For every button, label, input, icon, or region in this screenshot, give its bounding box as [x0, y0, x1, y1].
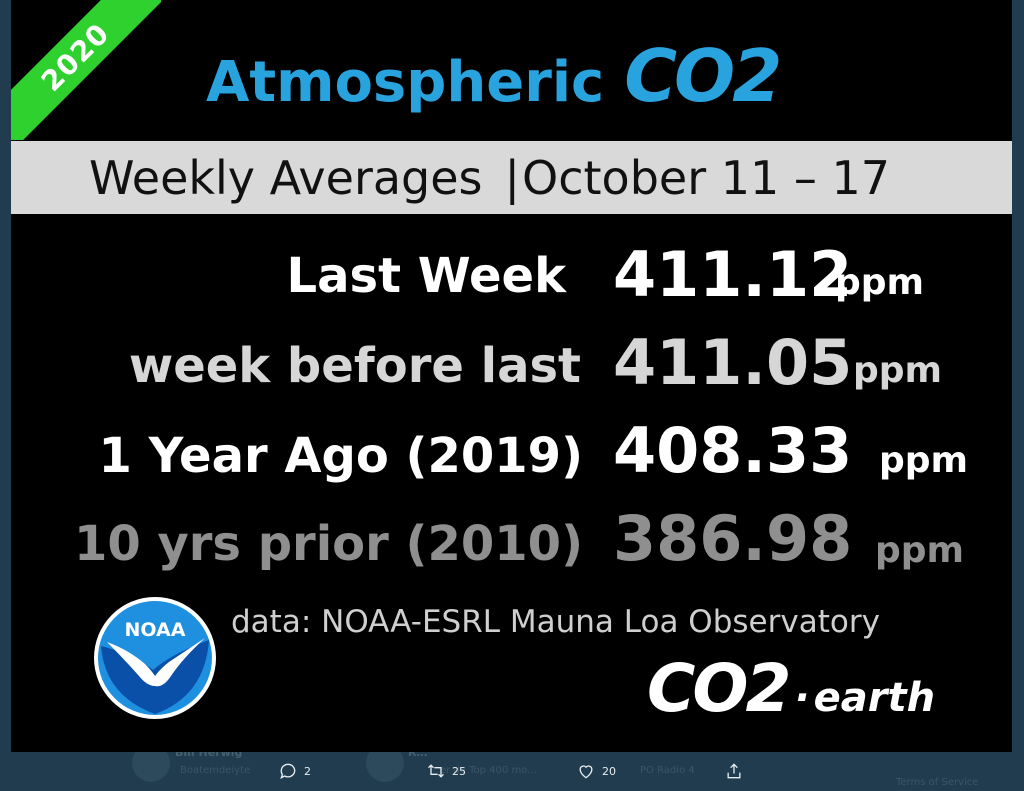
heart-icon — [579, 765, 593, 779]
retweet-button[interactable]: 25 — [426, 761, 466, 781]
reading-unit: ppm — [875, 530, 965, 571]
co2-earth-logo: CO2 · earth — [647, 650, 935, 727]
background-text: PO Radio 4 — [640, 765, 695, 776]
background-footer-link: Terms of Service — [896, 777, 979, 788]
reading-value: 411.12 — [613, 238, 853, 311]
background-text: Boatemdeiyte — [180, 765, 251, 776]
reading-value: 411.05 — [613, 326, 853, 399]
image-title: Atmospheric CO2 — [206, 34, 782, 118]
subtitle-separator: | — [504, 150, 521, 205]
brand-dot: · — [794, 675, 810, 721]
reading-value: 386.98 — [613, 502, 853, 575]
reply-button[interactable]: 2 — [278, 761, 311, 781]
share-icon — [727, 763, 741, 779]
brand-suffix: earth — [813, 675, 936, 721]
like-count: 20 — [602, 764, 616, 778]
reading-label: Last Week — [286, 248, 566, 304]
reading-value: 408.33 — [613, 414, 853, 487]
reading-label: week before last — [128, 338, 581, 394]
reading-unit: ppm — [835, 262, 925, 303]
retweet-icon — [428, 764, 444, 778]
background-text: er de Top 400 mo… — [440, 765, 538, 776]
title-word: Atmospheric — [206, 50, 605, 115]
year-ribbon: 2020 — [11, 0, 161, 140]
reading-unit: ppm — [879, 440, 969, 481]
reading-unit: ppm — [853, 350, 943, 391]
noaa-logo: NOAA — [94, 597, 216, 719]
year-ribbon-text: 2020 — [34, 16, 116, 98]
reply-icon — [280, 763, 296, 779]
subtitle-left: Weekly Averages — [89, 150, 483, 205]
retweet-count: 25 — [452, 764, 466, 778]
brand-main: CO2 — [647, 650, 791, 727]
noaa-logo-text: NOAA — [125, 619, 186, 641]
like-button[interactable]: 20 — [576, 761, 616, 781]
title-formula: CO2 — [624, 34, 782, 118]
subtitle-date-range: October 11 – 17 — [522, 150, 891, 205]
data-credit: data: NOAA-ESRL Mauna Loa Observatory — [231, 604, 880, 640]
subtitle-band: Weekly Averages | October 11 – 17 — [11, 141, 1012, 214]
reply-count: 2 — [304, 764, 311, 778]
tweet-action-bar: 2 25 20 — [0, 752, 1024, 791]
share-button[interactable] — [724, 761, 744, 781]
reading-label: 10 yrs prior (2010) — [73, 516, 583, 572]
reading-label: 1 Year Ago (2019) — [98, 428, 583, 484]
tweet-image[interactable]: 2020 Atmospheric CO2 Weekly Averages | O… — [11, 0, 1012, 752]
